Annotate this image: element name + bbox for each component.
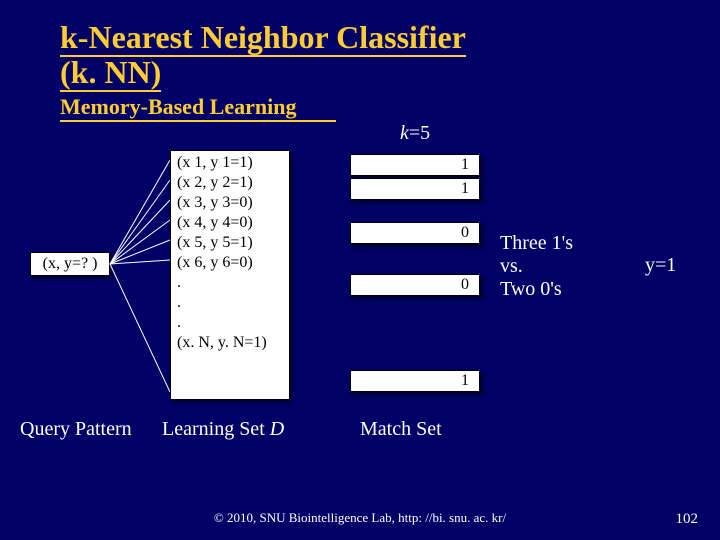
learning-row: (x 2, y 2=1) bbox=[177, 173, 283, 193]
slide-title: k-Nearest Neighbor Classifier (k. NN) bbox=[0, 0, 720, 90]
result-label: y=1 bbox=[645, 254, 676, 277]
learning-row: . bbox=[177, 273, 283, 293]
learning-row: (x 1, y 1=1) bbox=[177, 153, 283, 173]
learning-row: . bbox=[177, 313, 283, 333]
caption-match: Match Set bbox=[360, 418, 442, 441]
caption-query: Query Pattern bbox=[20, 418, 132, 441]
match-box: 1 bbox=[350, 178, 480, 200]
vote-annotation: Three 1'svs.Two 0's bbox=[500, 232, 573, 301]
footer-text: © 2010, SNU Biointelligence Lab, http: /… bbox=[0, 510, 720, 526]
match-box: 1 bbox=[350, 370, 480, 392]
page-number: 102 bbox=[676, 511, 699, 528]
learning-set-box: (x 1, y 1=1)(x 2, y 2=1)(x 3, y 3=0)(x 4… bbox=[170, 150, 290, 400]
learning-row: (x 6, y 6=0) bbox=[177, 253, 283, 273]
match-box: 1 bbox=[350, 154, 480, 176]
learning-row: (x 4, y 4=0) bbox=[177, 213, 283, 233]
learning-row: . bbox=[177, 293, 283, 313]
k-label: k=5 bbox=[400, 122, 430, 145]
learning-row: (x 5, y 5=1) bbox=[177, 233, 283, 253]
learning-row: (x 3, y 3=0) bbox=[177, 193, 283, 213]
diagram-area: k=5 (x, y=? ) (x 1, y 1=1)(x 2, y 2=1)(x… bbox=[0, 122, 720, 502]
match-box: 0 bbox=[350, 274, 480, 296]
match-box: 0 bbox=[350, 222, 480, 244]
query-box: (x, y=? ) bbox=[30, 252, 110, 276]
caption-learning: Learning Set D bbox=[162, 418, 284, 441]
learning-row: (x. N, y. N=1) bbox=[177, 333, 283, 353]
slide-subtitle: Memory-Based Learning bbox=[60, 92, 336, 122]
